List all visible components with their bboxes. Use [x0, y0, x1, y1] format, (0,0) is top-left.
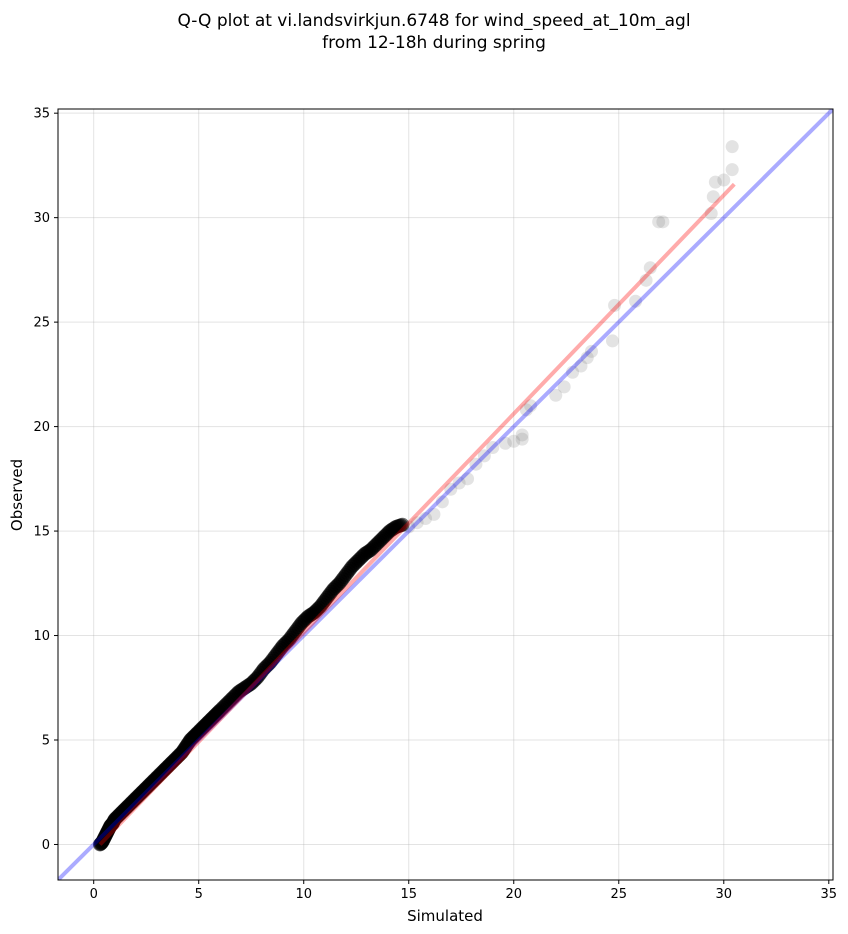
- qq-point: [410, 516, 424, 530]
- qq-point: [519, 403, 533, 417]
- x-axis-label: Simulated: [407, 907, 483, 925]
- x-tick-label: 15: [400, 887, 417, 902]
- y-tick-label: 5: [42, 734, 50, 749]
- y-axis-ticks: 0 5 10 15 20 25 30 35: [33, 107, 58, 853]
- y-tick-label: 10: [33, 629, 50, 644]
- qq-point: [452, 476, 466, 490]
- qq-point: [469, 457, 483, 471]
- y-axis-label: Observed: [8, 459, 26, 531]
- qq-point: [717, 173, 731, 187]
- qq-point: [580, 351, 594, 365]
- y-tick-label: 35: [33, 107, 50, 122]
- y-tick-label: 0: [42, 838, 50, 853]
- y-tick-label: 25: [33, 316, 50, 331]
- x-tick-label: 25: [610, 887, 627, 902]
- reference-line: [58, 109, 833, 880]
- grid: [58, 109, 833, 880]
- x-tick-label: 5: [195, 887, 203, 902]
- qq-point: [706, 190, 720, 204]
- qq-point: [584, 344, 598, 358]
- qq-point: [639, 273, 653, 287]
- x-tick-label: 20: [505, 887, 522, 902]
- qq-point: [708, 175, 722, 189]
- y-tick-label: 30: [33, 211, 50, 226]
- qq-point: [524, 399, 538, 413]
- x-axis-ticks: 0 5 10 15 20 25 30 35: [90, 880, 838, 902]
- qq-point: [549, 388, 563, 402]
- qq-point: [498, 436, 512, 450]
- qq-point: [395, 517, 410, 532]
- qq-point: [725, 140, 739, 154]
- qq-point: [435, 495, 449, 509]
- qq-point: [605, 334, 619, 348]
- chart-title-line-2: from 12-18h during spring: [322, 33, 546, 53]
- chart-title-line-1: Q-Q plot at vi.landsvirkjun.6748 for win…: [177, 11, 690, 31]
- qq-point: [515, 428, 529, 442]
- qq-point: [477, 449, 491, 463]
- qq-point: [566, 365, 580, 379]
- qq-point: [444, 482, 458, 496]
- qq-point: [629, 294, 643, 308]
- qq-point: [725, 163, 739, 177]
- x-tick-label: 35: [821, 887, 838, 902]
- plot-area-frame: [57, 108, 834, 881]
- y-tick-label: 15: [33, 525, 50, 540]
- qq-point: [419, 512, 433, 526]
- qq-point: [427, 507, 441, 521]
- x-tick-label: 30: [716, 887, 733, 902]
- qq-point: [515, 432, 529, 446]
- qq-point: [656, 215, 670, 229]
- qq-point: [461, 472, 475, 486]
- qq-point: [652, 215, 666, 229]
- qq-point: [643, 261, 657, 275]
- qq-point: [574, 359, 588, 373]
- qq-point: [507, 434, 521, 448]
- qq-point: [557, 380, 571, 394]
- fit-line: [98, 182, 736, 846]
- x-tick-label: 10: [295, 887, 312, 902]
- plot-marks: [58, 109, 833, 880]
- qq-point: [608, 298, 622, 312]
- x-tick-label: 0: [90, 887, 98, 902]
- qq-point: [486, 440, 500, 454]
- y-tick-label: 20: [33, 420, 50, 435]
- qq-point: [704, 206, 718, 220]
